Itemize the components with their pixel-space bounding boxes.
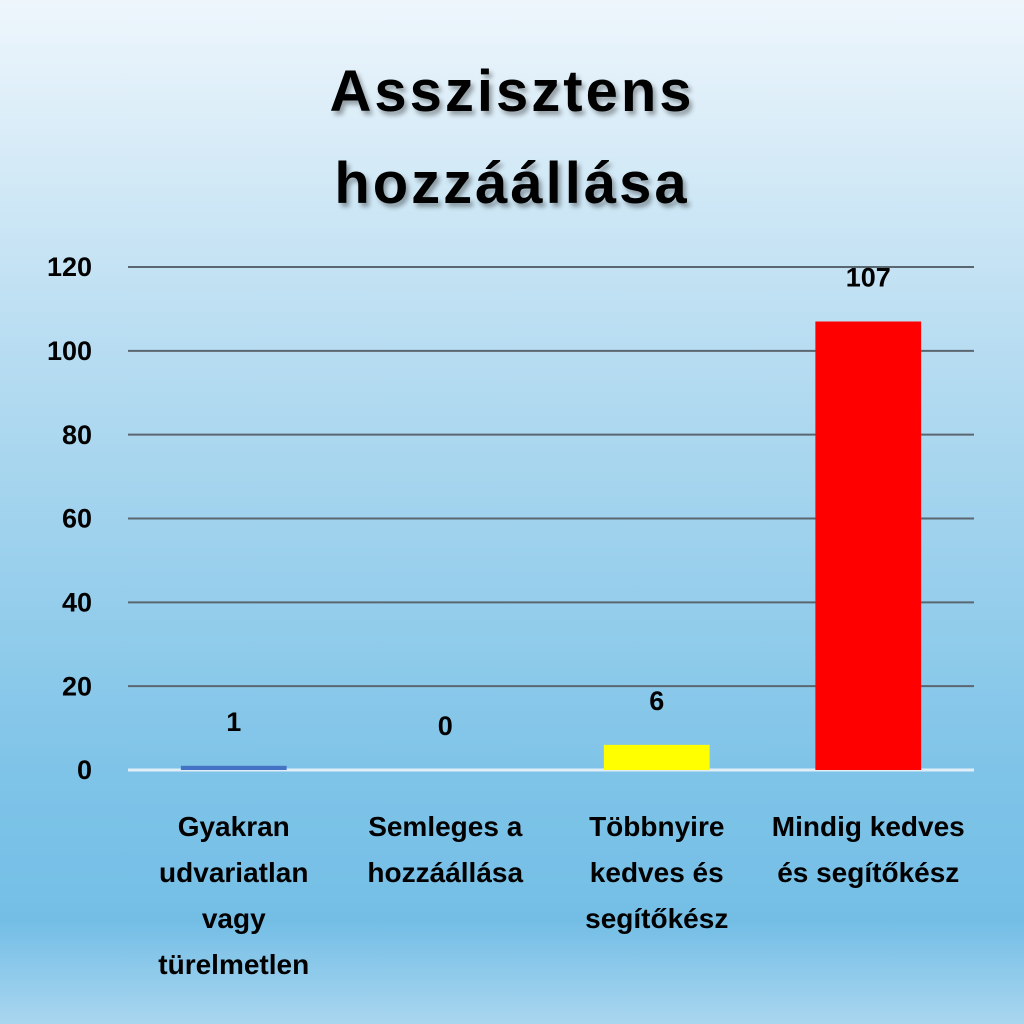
- y-tick-label: 0: [77, 755, 92, 785]
- value-label: 107: [846, 263, 891, 293]
- y-tick-label: 120: [47, 252, 92, 282]
- y-tick-label: 80: [62, 420, 92, 450]
- x-tick-label: Mindig kedves és segítőkész: [771, 811, 965, 888]
- bar: [180, 765, 287, 770]
- x-tick-label: Többnyire kedves és segítőkész: [585, 811, 729, 934]
- bar: [815, 321, 922, 770]
- y-tick-label: 100: [47, 336, 92, 366]
- y-tick-label: 60: [62, 504, 92, 534]
- x-tick-label: Gyakran udvariatlan vagy türelmetlen: [158, 811, 310, 980]
- value-label: 1: [226, 707, 241, 737]
- value-label: 6: [649, 686, 664, 716]
- y-tick-label: 20: [62, 671, 92, 701]
- value-label: 0: [438, 711, 453, 741]
- bar: [603, 744, 710, 770]
- y-tick-label: 40: [62, 587, 92, 617]
- chart-title: Asszisztens hozzáállása: [329, 59, 695, 216]
- x-tick-label: Semleges a hozzáállása: [367, 811, 524, 888]
